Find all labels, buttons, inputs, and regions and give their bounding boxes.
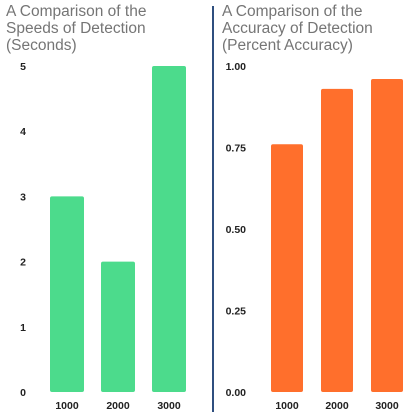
- y-tick-label: 0.00: [226, 387, 247, 399]
- bar-2000: [321, 88, 353, 392]
- panel-divider: [212, 6, 214, 412]
- x-tick-label: 3000: [157, 400, 181, 412]
- bar-3000: [371, 79, 403, 392]
- chart-title: A Comparison of the Accuracy of Detectio…: [222, 3, 373, 54]
- left-chart-panel: A Comparison of the Speeds of Detection …: [6, 3, 186, 412]
- x-tick-label: 2000: [325, 400, 349, 412]
- bar-1000: [271, 144, 303, 392]
- y-tick-label: 2: [20, 257, 26, 269]
- accuracy-bar-chart: 0.00 0.25 0.50 0.75 1.00 1000 2000 3000: [226, 61, 403, 412]
- y-tick-label: 3: [20, 191, 26, 203]
- y-tick-label: 0.50: [226, 224, 247, 236]
- y-tick-label: 1: [20, 322, 26, 334]
- bar-2000: [101, 261, 135, 392]
- speed-bar-chart: 0 1 2 3 4 5 1000 2000 3000: [20, 61, 186, 412]
- x-tick-label: 3000: [375, 400, 399, 412]
- chart-title: A Comparison of the Speeds of Detection …: [6, 3, 147, 54]
- y-tick-label: 0.75: [226, 143, 247, 155]
- y-tick-label: 4: [20, 126, 26, 138]
- bar-1000: [50, 196, 84, 392]
- y-tick-label: 1.00: [226, 61, 247, 73]
- x-tick-label: 1000: [55, 400, 79, 412]
- x-tick-label: 2000: [106, 400, 130, 412]
- y-tick-label: 0: [20, 387, 26, 399]
- y-tick-label: 5: [20, 61, 26, 73]
- bar-3000: [152, 66, 186, 392]
- right-chart-panel: A Comparison of the Accuracy of Detectio…: [216, 0, 419, 412]
- x-tick-label: 1000: [275, 400, 299, 412]
- y-tick-label: 0.25: [226, 306, 247, 318]
